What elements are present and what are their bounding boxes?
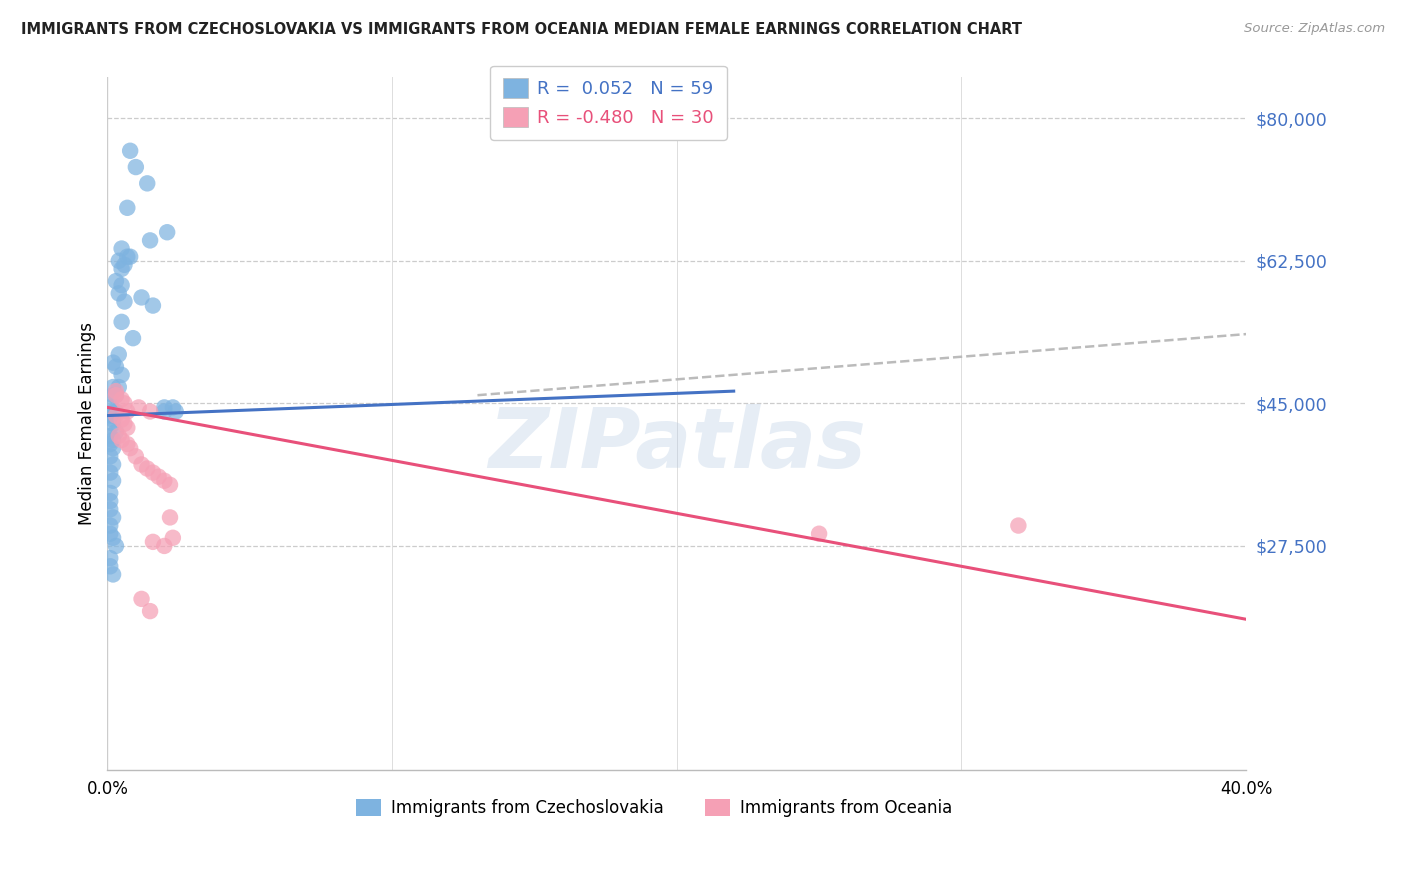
Point — [139, 604, 162, 618]
Point — [114, 417, 136, 431]
Point — [101, 404, 124, 418]
Point — [136, 461, 159, 475]
Point — [117, 201, 139, 215]
Point — [101, 417, 124, 431]
Point — [153, 401, 176, 415]
Point — [110, 368, 132, 382]
Point — [110, 433, 132, 447]
Point — [120, 441, 142, 455]
Point — [101, 433, 124, 447]
Point — [114, 396, 136, 410]
Point — [114, 294, 136, 309]
Point — [98, 450, 121, 464]
Point — [117, 250, 139, 264]
Point — [110, 392, 132, 407]
Point — [159, 510, 181, 524]
Point — [98, 526, 121, 541]
Point — [104, 388, 127, 402]
Point — [153, 404, 176, 418]
Point — [110, 261, 132, 276]
Point — [98, 466, 121, 480]
Point — [98, 437, 121, 451]
Point — [98, 409, 121, 423]
Point — [104, 359, 127, 374]
Point — [122, 331, 145, 345]
Point — [110, 242, 132, 256]
Point — [107, 380, 129, 394]
Text: Source: ZipAtlas.com: Source: ZipAtlas.com — [1244, 22, 1385, 36]
Point — [148, 469, 170, 483]
Point — [101, 531, 124, 545]
Point — [117, 404, 139, 418]
Y-axis label: Median Female Earnings: Median Female Earnings — [79, 322, 96, 525]
Point — [104, 404, 127, 418]
Point — [125, 450, 148, 464]
Point — [162, 401, 184, 415]
Point — [98, 518, 121, 533]
Point — [120, 250, 142, 264]
Point — [101, 380, 124, 394]
Point — [104, 539, 127, 553]
Point — [101, 510, 124, 524]
Point — [101, 409, 124, 423]
Text: IMMIGRANTS FROM CZECHOSLOVAKIA VS IMMIGRANTS FROM OCEANIA MEDIAN FEMALE EARNINGS: IMMIGRANTS FROM CZECHOSLOVAKIA VS IMMIGR… — [21, 22, 1022, 37]
Point — [136, 177, 159, 191]
Point — [98, 429, 121, 443]
Point — [101, 412, 124, 426]
Point — [117, 421, 139, 435]
Point — [107, 429, 129, 443]
Point — [131, 458, 153, 472]
Point — [104, 384, 127, 398]
Point — [101, 458, 124, 472]
Point — [101, 474, 124, 488]
Point — [104, 425, 127, 439]
Point — [117, 437, 139, 451]
Point — [128, 401, 150, 415]
Point — [142, 299, 165, 313]
Point — [107, 347, 129, 361]
Point — [101, 567, 124, 582]
Point — [120, 144, 142, 158]
Point — [101, 388, 124, 402]
Point — [104, 409, 127, 423]
Point — [98, 559, 121, 574]
Point — [125, 160, 148, 174]
Point — [110, 315, 132, 329]
Point — [139, 404, 162, 418]
Point — [101, 356, 124, 370]
Point — [101, 441, 124, 455]
Point — [159, 478, 181, 492]
Point — [142, 466, 165, 480]
Point — [114, 258, 136, 272]
Point — [131, 290, 153, 304]
Point — [1007, 518, 1029, 533]
Point — [110, 278, 132, 293]
Point — [153, 539, 176, 553]
Point — [104, 274, 127, 288]
Point — [98, 502, 121, 516]
Point — [156, 225, 179, 239]
Point — [98, 401, 121, 415]
Point — [107, 253, 129, 268]
Text: ZIPatlas: ZIPatlas — [488, 404, 866, 485]
Point — [98, 486, 121, 500]
Point — [98, 494, 121, 508]
Legend: Immigrants from Czechoslovakia, Immigrants from Oceania: Immigrants from Czechoslovakia, Immigran… — [349, 792, 959, 824]
Point — [98, 551, 121, 566]
Point — [142, 534, 165, 549]
Point — [131, 591, 153, 606]
Point — [162, 531, 184, 545]
Point — [104, 388, 127, 402]
Point — [165, 404, 187, 418]
Point — [110, 412, 132, 426]
Point — [107, 286, 129, 301]
Point — [139, 234, 162, 248]
Point — [808, 526, 831, 541]
Point — [153, 474, 176, 488]
